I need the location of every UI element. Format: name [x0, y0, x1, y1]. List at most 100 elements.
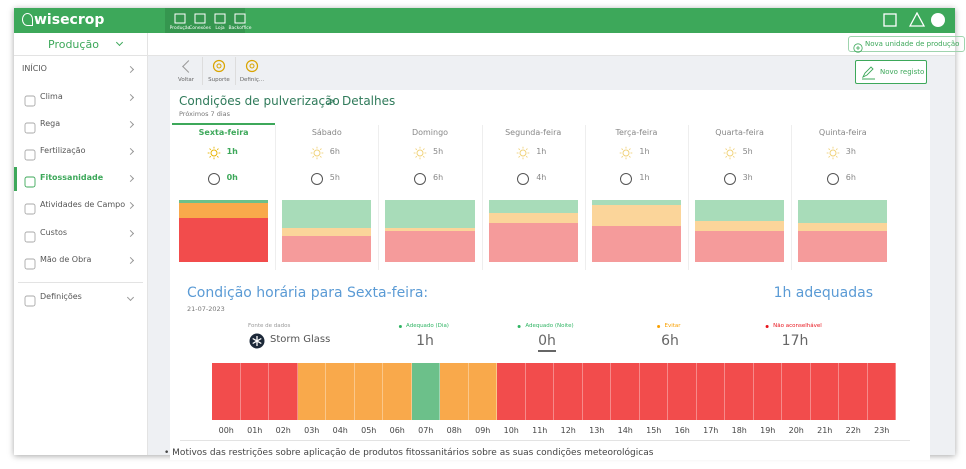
hour-label: 06h — [389, 426, 405, 435]
day-bar-segment — [591, 200, 681, 206]
nav-icon — [174, 10, 186, 29]
hour-label: 12h — [560, 426, 576, 435]
day-bar-segment — [385, 231, 475, 262]
day-divider — [378, 125, 380, 270]
sidebar-item[interactable]: Clima — [40, 92, 63, 101]
sidebar-divider — [18, 282, 143, 283]
hourly-date: 21-07-2023 — [187, 305, 225, 313]
logo[interactable]: wisecrop — [34, 12, 105, 28]
sidebar-item[interactable]: Atividades de Campo — [40, 200, 126, 209]
day-name[interactable]: Domingo — [411, 128, 449, 137]
day-name[interactable]: Sábado — [311, 128, 342, 137]
new-unit-button[interactable]: Nova unidade de produção — [848, 36, 966, 52]
nav-item[interactable]: Conexões — [189, 26, 211, 31]
sun-icon — [619, 145, 633, 164]
nav-item[interactable]: Backoffice — [228, 26, 252, 31]
sun-icon — [207, 145, 221, 164]
avatar[interactable] — [931, 13, 945, 27]
hour-cell — [668, 363, 697, 420]
hour-cell — [839, 363, 868, 420]
day-name[interactable]: Quarta-feira — [715, 128, 764, 137]
day-bar-segment — [798, 231, 888, 262]
top-icons — [883, 12, 945, 27]
toolbar-button[interactable]: Voltar — [177, 77, 195, 83]
sidebar-item[interactable]: Rega — [40, 119, 61, 128]
sidebar-item[interactable]: INÍCIO — [22, 64, 47, 73]
active-indicator — [14, 167, 17, 191]
day-name[interactable]: Sexta-feira — [198, 128, 249, 137]
hour-label: 21h — [817, 426, 833, 435]
hour-cell — [468, 363, 497, 420]
day-bar-segment — [695, 231, 785, 262]
hour-label: 05h — [361, 426, 377, 435]
hour-cell — [867, 363, 896, 420]
sidebar-icon — [24, 119, 36, 138]
unit-select[interactable]: Produção — [48, 38, 99, 51]
moon-icon — [723, 171, 737, 190]
day-divider — [688, 125, 689, 270]
new-record-button[interactable]: Novo registo — [855, 60, 927, 84]
sidebar-item[interactable]: Mão de Obra — [40, 255, 92, 264]
hour-cell — [582, 363, 611, 420]
day-name[interactable]: Terça-feira — [615, 128, 658, 137]
hour-label: 22h — [845, 426, 861, 435]
hour-label: 01h — [247, 426, 263, 435]
add-icon — [853, 38, 863, 57]
night-hours: 0h — [226, 173, 238, 182]
sidebar-icon — [24, 92, 36, 111]
day-hours: 3h — [845, 147, 856, 156]
sidebar-item[interactable]: Definições — [40, 292, 82, 301]
legend-value: 1h — [416, 333, 434, 349]
nav-item[interactable]: Produção — [169, 26, 191, 31]
day-hours: 5h — [742, 147, 753, 156]
nav-icon — [234, 10, 246, 29]
sidebar-item[interactable]: Fitossanidade — [40, 173, 104, 182]
sidebar-item[interactable]: Fertilização — [40, 146, 86, 155]
legend-dot — [517, 325, 521, 328]
page-title: Condições de pulverização — [179, 94, 340, 108]
day-bar-segment — [385, 228, 475, 231]
sun-icon — [310, 145, 324, 164]
sidebar-icon — [24, 200, 36, 219]
day-bar-segment — [179, 218, 269, 262]
sidebar-icon — [24, 173, 36, 192]
edit-icon — [861, 65, 876, 84]
legend-dot — [765, 325, 769, 328]
sidebar-item[interactable]: Custos — [40, 228, 68, 237]
hourly-title: Condição horária para Sexta-feira: — [187, 285, 429, 301]
day-hours: 1h — [226, 147, 238, 156]
day-bar-segment — [282, 200, 372, 229]
alert-icon[interactable] — [908, 12, 926, 27]
day-bar-segment — [488, 200, 578, 213]
hour-cell — [383, 363, 412, 420]
hour-cell — [240, 363, 269, 420]
legend-dot — [657, 325, 661, 328]
page-subtitle: Próximos 7 dias — [179, 110, 231, 118]
legend-value: 17h — [781, 333, 809, 349]
night-hours: 6h — [433, 173, 444, 182]
toolbar-button[interactable]: Definiç... — [239, 77, 265, 83]
sun-icon — [723, 145, 737, 164]
hour-cell — [810, 363, 839, 420]
icon[interactable] — [883, 13, 897, 27]
moon-icon — [826, 171, 840, 190]
hour-label: 10h — [503, 426, 519, 435]
nav-icon — [214, 10, 226, 29]
day-name[interactable]: Quinta-feira — [818, 128, 867, 137]
moon-icon — [310, 171, 324, 190]
toolbar-button[interactable]: Suporte — [208, 77, 230, 83]
toolbar-icon — [212, 58, 226, 77]
day-name[interactable]: Segunda-feira — [505, 128, 562, 137]
hour-cell — [326, 363, 355, 420]
day-bar-segment — [385, 200, 475, 229]
day-bar-segment — [798, 223, 888, 231]
legend-value: 6h — [661, 333, 679, 349]
sun-icon — [826, 145, 840, 164]
hour-label: 20h — [788, 426, 804, 435]
hour-label: 16h — [674, 426, 690, 435]
hour-cell — [297, 363, 326, 420]
nav-item[interactable]: Loja — [215, 26, 225, 31]
hour-cell — [411, 363, 440, 420]
hour-cell — [497, 363, 526, 420]
day-bar-segment — [798, 200, 888, 224]
